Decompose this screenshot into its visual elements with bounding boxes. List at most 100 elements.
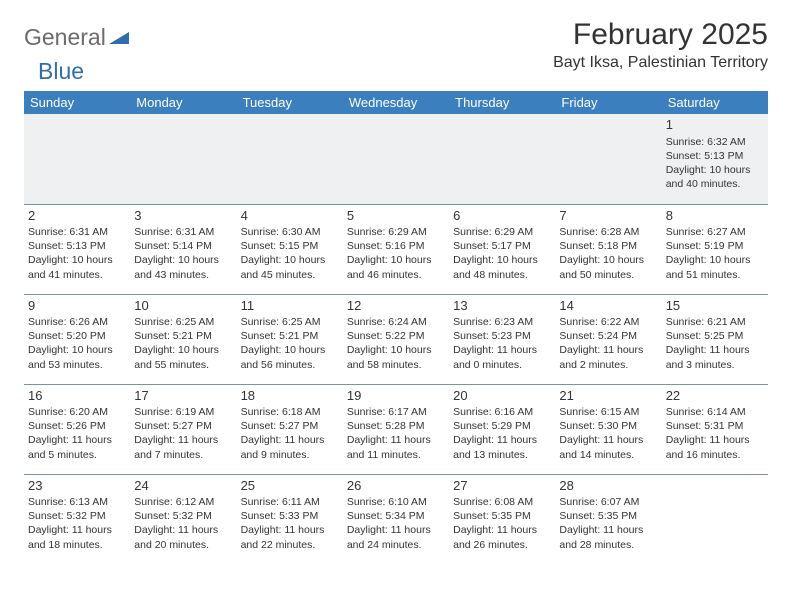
day-info: Sunrise: 6:25 AMSunset: 5:21 PMDaylight:… [241,315,339,372]
sunrise-line: Sunrise: 6:16 AM [453,405,551,419]
daylight-line: Daylight: 11 hours and 3 minutes. [666,343,764,371]
sunrise-line: Sunrise: 6:12 AM [134,495,232,509]
calendar-cell: 17Sunrise: 6:19 AMSunset: 5:27 PMDayligh… [130,384,236,474]
calendar-cell: 20Sunrise: 6:16 AMSunset: 5:29 PMDayligh… [449,384,555,474]
location: Bayt Iksa, Palestinian Territory [553,54,768,72]
day-info: Sunrise: 6:22 AMSunset: 5:24 PMDaylight:… [559,315,657,372]
calendar-cell: 12Sunrise: 6:24 AMSunset: 5:22 PMDayligh… [343,294,449,384]
calendar-cell: 21Sunrise: 6:15 AMSunset: 5:30 PMDayligh… [555,384,661,474]
calendar-body: 1Sunrise: 6:32 AMSunset: 5:13 PMDaylight… [24,114,768,564]
sunrise-line: Sunrise: 6:18 AM [241,405,339,419]
sunrise-line: Sunrise: 6:23 AM [453,315,551,329]
sunset-line: Sunset: 5:27 PM [241,419,339,433]
calendar-cell [130,114,236,204]
weekday-header: Wednesday [343,91,449,114]
calendar-cell [662,474,768,564]
day-info: Sunrise: 6:24 AMSunset: 5:22 PMDaylight:… [347,315,445,372]
day-info: Sunrise: 6:18 AMSunset: 5:27 PMDaylight:… [241,405,339,462]
calendar-row: 9Sunrise: 6:26 AMSunset: 5:20 PMDaylight… [24,294,768,384]
sunset-line: Sunset: 5:24 PM [559,329,657,343]
day-number: 1 [666,116,764,134]
day-info: Sunrise: 6:23 AMSunset: 5:23 PMDaylight:… [453,315,551,372]
daylight-line: Daylight: 11 hours and 2 minutes. [559,343,657,371]
daylight-line: Daylight: 11 hours and 16 minutes. [666,433,764,461]
day-info: Sunrise: 6:14 AMSunset: 5:31 PMDaylight:… [666,405,764,462]
calendar-cell: 9Sunrise: 6:26 AMSunset: 5:20 PMDaylight… [24,294,130,384]
sunrise-line: Sunrise: 6:29 AM [347,225,445,239]
day-number: 28 [559,477,657,495]
calendar-cell: 2Sunrise: 6:31 AMSunset: 5:13 PMDaylight… [24,204,130,294]
daylight-line: Daylight: 11 hours and 28 minutes. [559,523,657,551]
weekday-header: Tuesday [237,91,343,114]
weekday-row: SundayMondayTuesdayWednesdayThursdayFrid… [24,91,768,114]
sunset-line: Sunset: 5:19 PM [666,239,764,253]
calendar-cell: 4Sunrise: 6:30 AMSunset: 5:15 PMDaylight… [237,204,343,294]
calendar-cell: 18Sunrise: 6:18 AMSunset: 5:27 PMDayligh… [237,384,343,474]
sunrise-line: Sunrise: 6:20 AM [28,405,126,419]
daylight-line: Daylight: 11 hours and 7 minutes. [134,433,232,461]
calendar-cell: 11Sunrise: 6:25 AMSunset: 5:21 PMDayligh… [237,294,343,384]
day-info: Sunrise: 6:21 AMSunset: 5:25 PMDaylight:… [666,315,764,372]
sunrise-line: Sunrise: 6:30 AM [241,225,339,239]
daylight-line: Daylight: 11 hours and 0 minutes. [453,343,551,371]
calendar-cell: 27Sunrise: 6:08 AMSunset: 5:35 PMDayligh… [449,474,555,564]
calendar-cell [555,114,661,204]
day-number: 6 [453,207,551,225]
sunset-line: Sunset: 5:29 PM [453,419,551,433]
sunrise-line: Sunrise: 6:32 AM [666,135,764,149]
daylight-line: Daylight: 11 hours and 18 minutes. [28,523,126,551]
sunrise-line: Sunrise: 6:25 AM [134,315,232,329]
day-info: Sunrise: 6:12 AMSunset: 5:32 PMDaylight:… [134,495,232,552]
calendar-cell: 16Sunrise: 6:20 AMSunset: 5:26 PMDayligh… [24,384,130,474]
daylight-line: Daylight: 10 hours and 53 minutes. [28,343,126,371]
calendar-cell: 13Sunrise: 6:23 AMSunset: 5:23 PMDayligh… [449,294,555,384]
calendar-cell [237,114,343,204]
daylight-line: Daylight: 10 hours and 46 minutes. [347,253,445,281]
calendar-cell: 23Sunrise: 6:13 AMSunset: 5:32 PMDayligh… [24,474,130,564]
sunset-line: Sunset: 5:20 PM [28,329,126,343]
day-info: Sunrise: 6:07 AMSunset: 5:35 PMDaylight:… [559,495,657,552]
calendar-cell: 6Sunrise: 6:29 AMSunset: 5:17 PMDaylight… [449,204,555,294]
day-info: Sunrise: 6:15 AMSunset: 5:30 PMDaylight:… [559,405,657,462]
calendar-cell: 10Sunrise: 6:25 AMSunset: 5:21 PMDayligh… [130,294,236,384]
day-info: Sunrise: 6:30 AMSunset: 5:15 PMDaylight:… [241,225,339,282]
sunrise-line: Sunrise: 6:15 AM [559,405,657,419]
daylight-line: Daylight: 10 hours and 55 minutes. [134,343,232,371]
calendar-cell [449,114,555,204]
daylight-line: Daylight: 11 hours and 24 minutes. [347,523,445,551]
sunrise-line: Sunrise: 6:13 AM [28,495,126,509]
day-number: 9 [28,297,126,315]
calendar-head: SundayMondayTuesdayWednesdayThursdayFrid… [24,91,768,114]
weekday-header: Saturday [662,91,768,114]
logo-triangle-icon [109,28,129,49]
calendar-cell: 8Sunrise: 6:27 AMSunset: 5:19 PMDaylight… [662,204,768,294]
calendar-page: General February 2025 Bayt Iksa, Palesti… [0,0,792,564]
day-number: 27 [453,477,551,495]
calendar-cell: 28Sunrise: 6:07 AMSunset: 5:35 PMDayligh… [555,474,661,564]
day-info: Sunrise: 6:31 AMSunset: 5:13 PMDaylight:… [28,225,126,282]
day-number: 7 [559,207,657,225]
calendar-table: SundayMondayTuesdayWednesdayThursdayFrid… [24,91,768,564]
day-info: Sunrise: 6:16 AMSunset: 5:29 PMDaylight:… [453,405,551,462]
day-number: 3 [134,207,232,225]
day-info: Sunrise: 6:11 AMSunset: 5:33 PMDaylight:… [241,495,339,552]
sunrise-line: Sunrise: 6:07 AM [559,495,657,509]
daylight-line: Daylight: 11 hours and 20 minutes. [134,523,232,551]
sunrise-line: Sunrise: 6:21 AM [666,315,764,329]
day-number: 18 [241,387,339,405]
calendar-cell: 19Sunrise: 6:17 AMSunset: 5:28 PMDayligh… [343,384,449,474]
sunset-line: Sunset: 5:21 PM [134,329,232,343]
daylight-line: Daylight: 11 hours and 5 minutes. [28,433,126,461]
daylight-line: Daylight: 10 hours and 45 minutes. [241,253,339,281]
sunrise-line: Sunrise: 6:11 AM [241,495,339,509]
calendar-cell [24,114,130,204]
day-info: Sunrise: 6:08 AMSunset: 5:35 PMDaylight:… [453,495,551,552]
daylight-line: Daylight: 10 hours and 41 minutes. [28,253,126,281]
day-info: Sunrise: 6:26 AMSunset: 5:20 PMDaylight:… [28,315,126,372]
daylight-line: Daylight: 11 hours and 9 minutes. [241,433,339,461]
weekday-header: Sunday [24,91,130,114]
sunrise-line: Sunrise: 6:28 AM [559,225,657,239]
calendar-cell: 3Sunrise: 6:31 AMSunset: 5:14 PMDaylight… [130,204,236,294]
calendar-cell: 1Sunrise: 6:32 AMSunset: 5:13 PMDaylight… [662,114,768,204]
sunrise-line: Sunrise: 6:08 AM [453,495,551,509]
